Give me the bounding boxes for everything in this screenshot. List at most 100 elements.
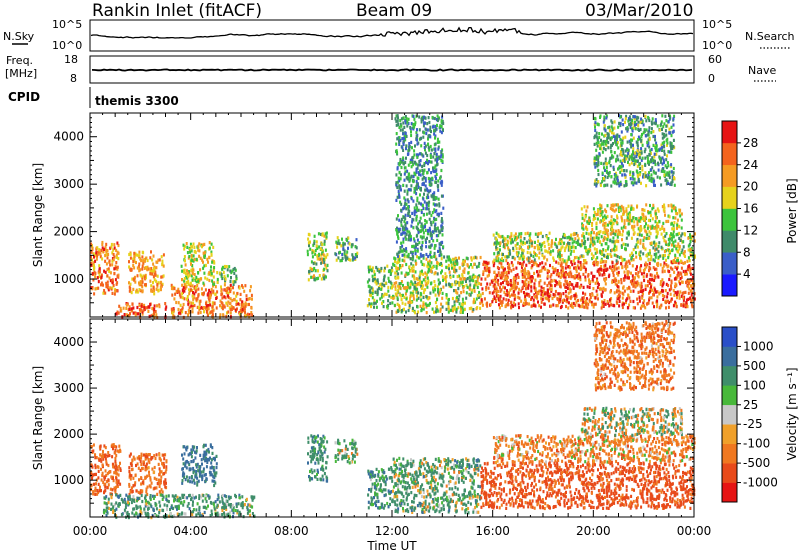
scatter-cell [657,124,659,127]
scatter-cell [147,310,149,313]
scatter-cell [621,266,623,269]
freq-left-tick-top: 18 [64,53,78,66]
scatter-cell [603,254,605,257]
scatter-cell [462,281,464,284]
scatter-cell [662,298,664,301]
scatter-cell [635,272,637,275]
scatter-cell [536,270,538,273]
scatter-cell [520,254,522,257]
scatter-cell [522,258,524,261]
scatter-cell [403,137,405,140]
scatter-cell [212,301,214,304]
scatter-cell [575,284,577,287]
scatter-cell [208,256,210,259]
scatter-cell [504,243,506,246]
scatter-cell [565,295,567,298]
scatter-cell [665,301,667,304]
scatter-cell [618,293,620,296]
scatter-cell [639,167,641,170]
scatter-cell [100,283,102,286]
scatter-cell [533,272,535,275]
scatter-cell [592,275,594,278]
scatter-cell [446,294,448,297]
scatter-cell [406,117,408,120]
scatter-cell [246,303,248,306]
scatter-cell [430,251,432,254]
scatter-cell [582,232,584,235]
scatter-cell [128,308,130,311]
scatter-cell [616,259,618,262]
scatter-cell [334,252,336,255]
scatter-cell [189,251,191,254]
scatter-cell [643,279,645,282]
scatter-cell [156,304,158,307]
scatter-cell [405,238,407,241]
scatter-cell [437,184,439,187]
scatter-cell [650,255,652,258]
scatter-cell [486,305,488,308]
scatter-cell [506,289,508,292]
noise-sky-line [91,28,693,38]
scatter-cell [374,291,376,294]
scatter-cell [432,230,434,233]
scatter-cell [571,238,573,241]
scatter-cell [418,241,420,244]
scatter-cell [227,287,229,290]
scatter-cell [627,294,629,297]
scatter-cell [405,247,407,250]
scatter-cell [426,122,428,125]
scatter-cell [138,251,140,254]
scatter-cell [564,234,566,237]
scatter-cell [388,277,390,280]
scatter-cell [679,253,681,256]
scatter-cell [136,289,138,292]
scatter-cell [396,253,398,256]
scatter-cell [96,254,98,257]
scatter-cell [420,298,422,301]
scatter-cell [537,240,539,243]
scatter-cell [476,306,478,309]
scatter-cell [423,213,425,216]
scatter-cell [215,297,217,300]
scatter-cell [383,284,385,287]
scatter-cell [442,226,444,229]
scatter-cell [435,209,437,212]
scatter-cell [495,246,497,249]
scatter-cell [589,245,591,248]
scatter-cell [673,123,675,126]
scatter-cell [603,269,605,272]
scatter-cell [573,287,575,290]
scatter-cell [373,302,375,305]
scatter-cell [438,213,440,216]
scatter-cell [577,260,579,263]
scatter-cell [394,304,396,307]
scatter-cell [234,267,236,270]
scatter-cell [399,264,401,267]
scatter-cell [590,231,592,234]
scatter-cell [522,276,524,279]
scatter-cell [591,272,593,275]
scatter-cell [593,214,595,217]
scatter-cell [412,255,414,258]
scatter-cell [487,262,489,265]
scatter-cell [598,136,600,139]
scatter-cell [582,300,584,303]
scatter-cell [171,311,173,314]
scatter-cell [412,180,414,183]
scatter-cell [114,272,116,275]
scatter-cell [439,243,441,246]
scatter-cell [670,284,672,287]
scatter-cell [637,223,639,226]
scatter-cell [144,260,146,263]
scatter-cell [655,242,657,245]
scatter-cell [538,281,540,284]
scatter-cell [251,313,253,316]
scatter-cell [436,298,438,301]
scatter-cell [585,299,587,302]
scatter-cell [180,304,182,307]
scatter-cell [524,280,526,283]
scatter-cell [230,308,232,311]
scatter-cell [149,272,151,275]
scatter-cell [449,271,451,274]
scatter-cell [497,266,499,269]
